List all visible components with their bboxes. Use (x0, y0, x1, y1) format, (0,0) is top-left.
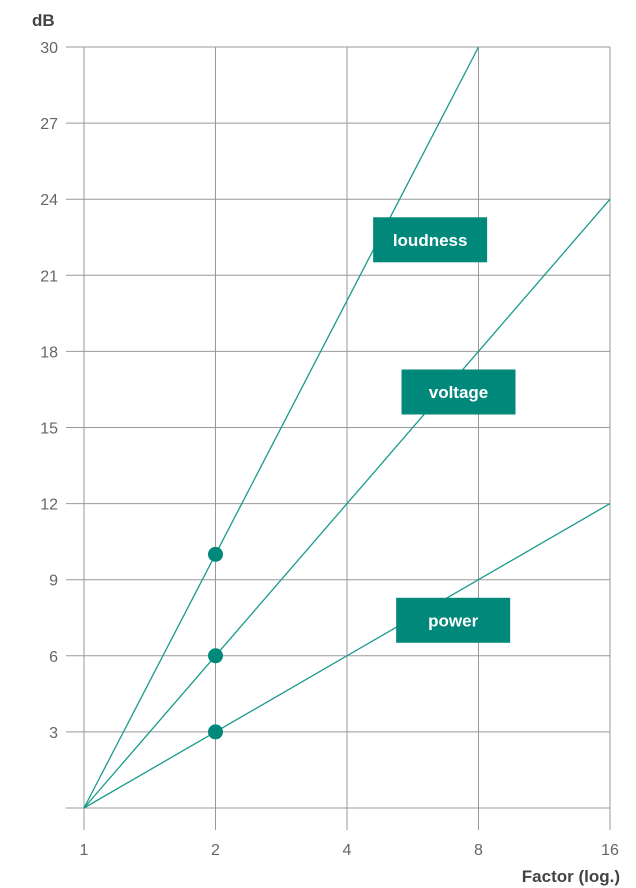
series-label-voltage: voltage (401, 369, 516, 415)
grid (66, 46, 611, 830)
y-tick-label: 30 (40, 40, 58, 57)
series-line-voltage (83, 198, 611, 809)
x-axis-title: Factor (log.) (522, 867, 620, 886)
series-lines (83, 46, 611, 809)
y-tick-label: 24 (40, 192, 58, 209)
x-tick-label: 2 (211, 842, 220, 859)
series-label-text: voltage (429, 383, 489, 402)
series-label-box (396, 597, 511, 643)
y-tick-label: 15 (40, 421, 58, 438)
series-label-power: power (396, 597, 511, 643)
series-labels: loudness voltage power (373, 217, 516, 643)
y-tick-label: 27 (40, 116, 58, 133)
data-point-marker (208, 546, 223, 562)
y-tick-label: 3 (49, 725, 58, 742)
x-axis-ticks: 1 2 4 8 16 (80, 842, 619, 859)
x-tick-label: 8 (474, 842, 483, 859)
x-tick-label: 16 (601, 842, 619, 859)
series-label-text: loudness (393, 231, 468, 250)
y-tick-label: 21 (40, 268, 58, 285)
series-line-loudness (83, 46, 480, 809)
y-tick-label: 12 (40, 497, 58, 514)
series-line-power (83, 503, 611, 809)
series-label-box (401, 369, 516, 415)
data-point-marker (208, 648, 223, 664)
series-label-loudness: loudness (373, 217, 488, 263)
y-axis-ticks: 3 6 9 12 15 18 21 24 27 30 (40, 40, 58, 742)
series-label-text: power (428, 611, 478, 630)
markers (208, 546, 223, 740)
x-tick-label: 4 (343, 842, 352, 859)
y-axis-title: dB (32, 11, 55, 30)
data-point-marker (208, 724, 223, 740)
x-tick-label: 1 (80, 842, 89, 859)
y-tick-label: 18 (40, 344, 58, 361)
y-tick-label: 6 (49, 649, 58, 666)
series-label-box (373, 217, 488, 263)
y-tick-label: 9 (49, 573, 58, 590)
